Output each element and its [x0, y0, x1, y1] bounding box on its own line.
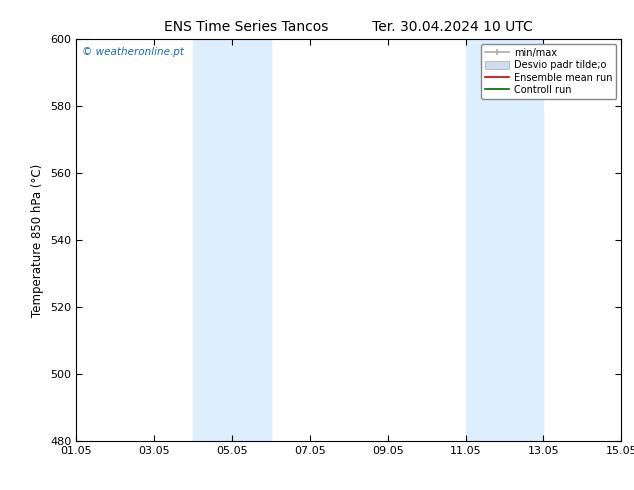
Bar: [465, 39, 543, 441]
Y-axis label: Temperature 850 hPa (°C): Temperature 850 hPa (°C): [32, 164, 44, 317]
Legend: min/max, Desvio padr tilde;o, Ensemble mean run, Controll run: min/max, Desvio padr tilde;o, Ensemble m…: [481, 44, 616, 99]
Bar: [193, 39, 271, 441]
Text: © weatheronline.pt: © weatheronline.pt: [82, 47, 183, 57]
Title: ENS Time Series Tancos          Ter. 30.04.2024 10 UTC: ENS Time Series Tancos Ter. 30.04.2024 1…: [164, 20, 533, 34]
